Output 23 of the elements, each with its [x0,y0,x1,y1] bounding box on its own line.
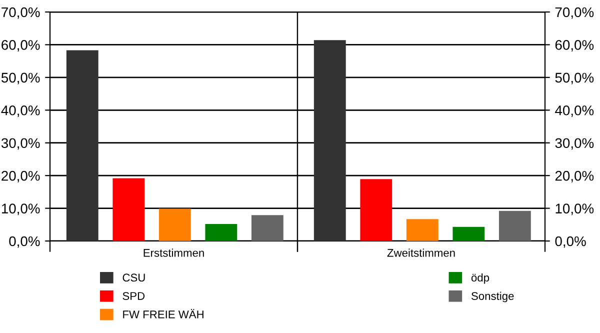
x-axis-title: Erststimmen [144,248,204,257]
legend-label: ödp [471,273,490,284]
legend-label: SPD [122,292,145,300]
y-tick-label: 10,0% [556,204,594,216]
y-tick-label: 70,0% [555,7,594,19]
y-tick-label: 70,0% [2,7,40,19]
legend-label: CSU [122,274,145,282]
x-axis-title: Zweitstimmen [387,248,455,257]
y-tick-label: 40,0% [555,105,594,117]
y-tick-label: 50,0% [555,72,594,84]
y-tick-label: 20,0% [2,170,40,182]
y-tick-label: 60,0% [555,40,594,52]
y-tick-label: 30,0% [1,138,40,150]
y-tick-label: 10,0% [2,204,40,216]
y-tick-label: 0,0% [9,236,40,248]
y-tick-label: 50,0% [1,72,40,84]
legend-label: Sonstige [471,292,514,302]
y-tick-label: 60,0% [2,40,40,52]
y-tick-label: 30,0% [555,138,594,150]
y-tick-label: 40,0% [1,105,40,117]
y-tick-label: 20,0% [555,170,594,182]
legend-label: FW FREIE WÄH [123,308,204,318]
y-tick-label: 0,0% [555,236,586,248]
